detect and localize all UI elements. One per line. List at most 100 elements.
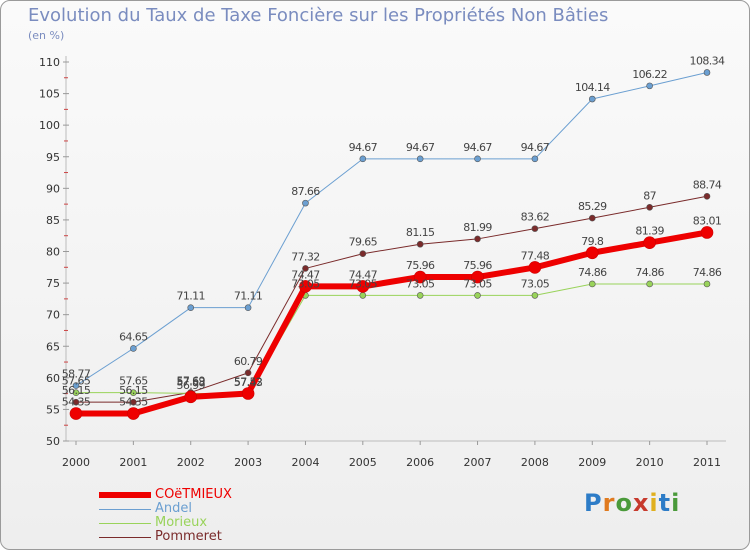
data-point-morieux — [474, 292, 481, 299]
data-point-andel — [531, 155, 539, 163]
chart-title: Evolution du Taux de Taxe Foncière sur l… — [28, 5, 609, 26]
data-point-pommeret — [474, 235, 481, 243]
legend-label: Morieux — [155, 515, 208, 530]
data-point-morieux — [531, 292, 539, 299]
data-label-co-tmieux: 56.99 — [176, 379, 205, 392]
data-label-andel: 64.65 — [119, 330, 148, 343]
data-label-andel: 108.34 — [690, 54, 725, 67]
data-label-morieux: 73.05 — [521, 277, 550, 290]
legend-swatch — [99, 536, 151, 538]
data-label-pommeret: 56.15 — [62, 384, 91, 397]
x-tick-label: 2000 — [62, 456, 90, 469]
data-point-co-tmieux — [585, 246, 599, 260]
data-label-morieux: 57.65 — [119, 375, 148, 388]
y-tick-label: 70 — [46, 309, 60, 322]
data-point-co-tmieux — [471, 270, 484, 284]
legend-swatch — [99, 508, 151, 510]
legend-label: Andel — [155, 501, 192, 516]
data-point-morieux — [646, 280, 653, 288]
data-point-andel — [302, 199, 309, 207]
series-line-pommeret — [76, 195, 708, 403]
chart-series — [69, 69, 714, 420]
data-label-co-tmieux: 54.35 — [119, 396, 148, 409]
data-point-co-tmieux — [241, 387, 255, 400]
data-point-co-tmieux — [643, 236, 656, 250]
data-point-morieux — [703, 280, 711, 288]
chart-axes: 50 55 60 65 70 75 80 85 90 95 100 105 110 2000 2001 200… — [39, 56, 726, 469]
series-line-co-tmieux — [76, 229, 708, 417]
data-point-pommeret — [130, 398, 137, 406]
x-tick-label: 2009 — [578, 456, 606, 469]
data-point-andel — [588, 95, 596, 103]
data-label-pommeret: 87 — [643, 189, 656, 202]
legend-swatch — [99, 522, 151, 524]
data-point-andel — [72, 382, 80, 389]
data-label-andel: 87.66 — [291, 185, 320, 198]
x-tick-label: 2007 — [464, 456, 492, 469]
data-label-co-tmieux: 74.47 — [349, 268, 378, 281]
y-tick-label: 105 — [39, 88, 60, 101]
y-tick-label: 50 — [46, 435, 60, 448]
data-label-andel: 106.22 — [632, 68, 667, 81]
data-label-co-tmieux: 75.96 — [406, 259, 435, 272]
y-tick-label: 55 — [46, 403, 60, 416]
legend-label: Pommeret — [155, 529, 222, 544]
x-tick-label: 2006 — [406, 456, 434, 469]
data-label-andel: 94.67 — [406, 141, 435, 154]
data-point-andel — [359, 155, 367, 163]
data-label-pommeret: 81.99 — [463, 221, 492, 234]
y-tick-label: 75 — [46, 277, 60, 290]
legend-label: COëTMIEUX — [155, 487, 232, 502]
data-point-co-tmieux — [700, 226, 714, 239]
y-unit-label: (en %) — [28, 29, 65, 42]
logo-letter: r — [602, 489, 616, 517]
data-label-andel: 94.67 — [349, 141, 378, 154]
data-label-morieux: 57.65 — [62, 375, 91, 388]
data-label-co-tmieux: 79.8 — [581, 235, 604, 248]
data-point-morieux — [130, 389, 137, 396]
data-point-co-tmieux — [356, 280, 370, 293]
data-label-morieux: 74.86 — [578, 266, 607, 279]
data-label-andel: 71.11 — [234, 290, 263, 303]
data-label-pommeret: 83.62 — [521, 211, 550, 224]
x-tick-label: 2011 — [693, 456, 721, 469]
data-label-andel: 104.14 — [575, 81, 610, 94]
y-tick-label: 85 — [46, 214, 60, 227]
data-point-pommeret — [646, 203, 653, 211]
logo-letter: t — [658, 489, 672, 517]
data-label-andel: 58.77 — [62, 368, 91, 381]
logo-letter: i — [649, 489, 659, 517]
x-tick-label: 2008 — [521, 456, 549, 469]
data-label-andel: 94.67 — [463, 141, 492, 154]
data-label-pommeret: 57.69 — [176, 374, 205, 387]
data-label-morieux: 73.05 — [463, 277, 492, 290]
data-label-andel: 94.67 — [521, 141, 550, 154]
data-label-co-tmieux: 57.52 — [234, 375, 263, 388]
data-point-co-tmieux — [184, 390, 198, 404]
data-label-co-tmieux: 81.39 — [635, 225, 664, 238]
y-tick-label: 110 — [39, 56, 60, 69]
data-point-andel — [187, 304, 195, 311]
data-point-pommeret — [416, 240, 424, 248]
x-tick-label: 2003 — [234, 456, 262, 469]
data-label-co-tmieux: 75.96 — [463, 259, 492, 272]
proxiti-logo: Proxiti — [584, 489, 680, 517]
data-point-pommeret — [531, 225, 539, 232]
data-point-pommeret — [244, 369, 252, 377]
y-tick-label: 80 — [46, 246, 60, 259]
data-point-morieux — [359, 292, 367, 299]
logo-letter: x — [632, 489, 650, 517]
y-tick-label: 95 — [46, 151, 60, 164]
data-point-pommeret — [72, 398, 80, 406]
data-label-co-tmieux: 83.01 — [693, 214, 722, 227]
data-label-co-tmieux: 77.48 — [521, 249, 550, 262]
legend-swatch — [99, 492, 151, 498]
data-point-morieux — [416, 292, 424, 299]
data-point-andel — [416, 155, 424, 163]
series-line-morieux — [76, 283, 707, 395]
chart-data-labels: 58.77 64.65 71.11 71.11 87.66 94.67 94.67 94.67… — [62, 54, 726, 409]
data-label-pommeret: 85.29 — [578, 200, 607, 213]
data-label-co-tmieux: 54.35 — [62, 396, 91, 409]
data-label-morieux: 74.86 — [635, 266, 664, 279]
